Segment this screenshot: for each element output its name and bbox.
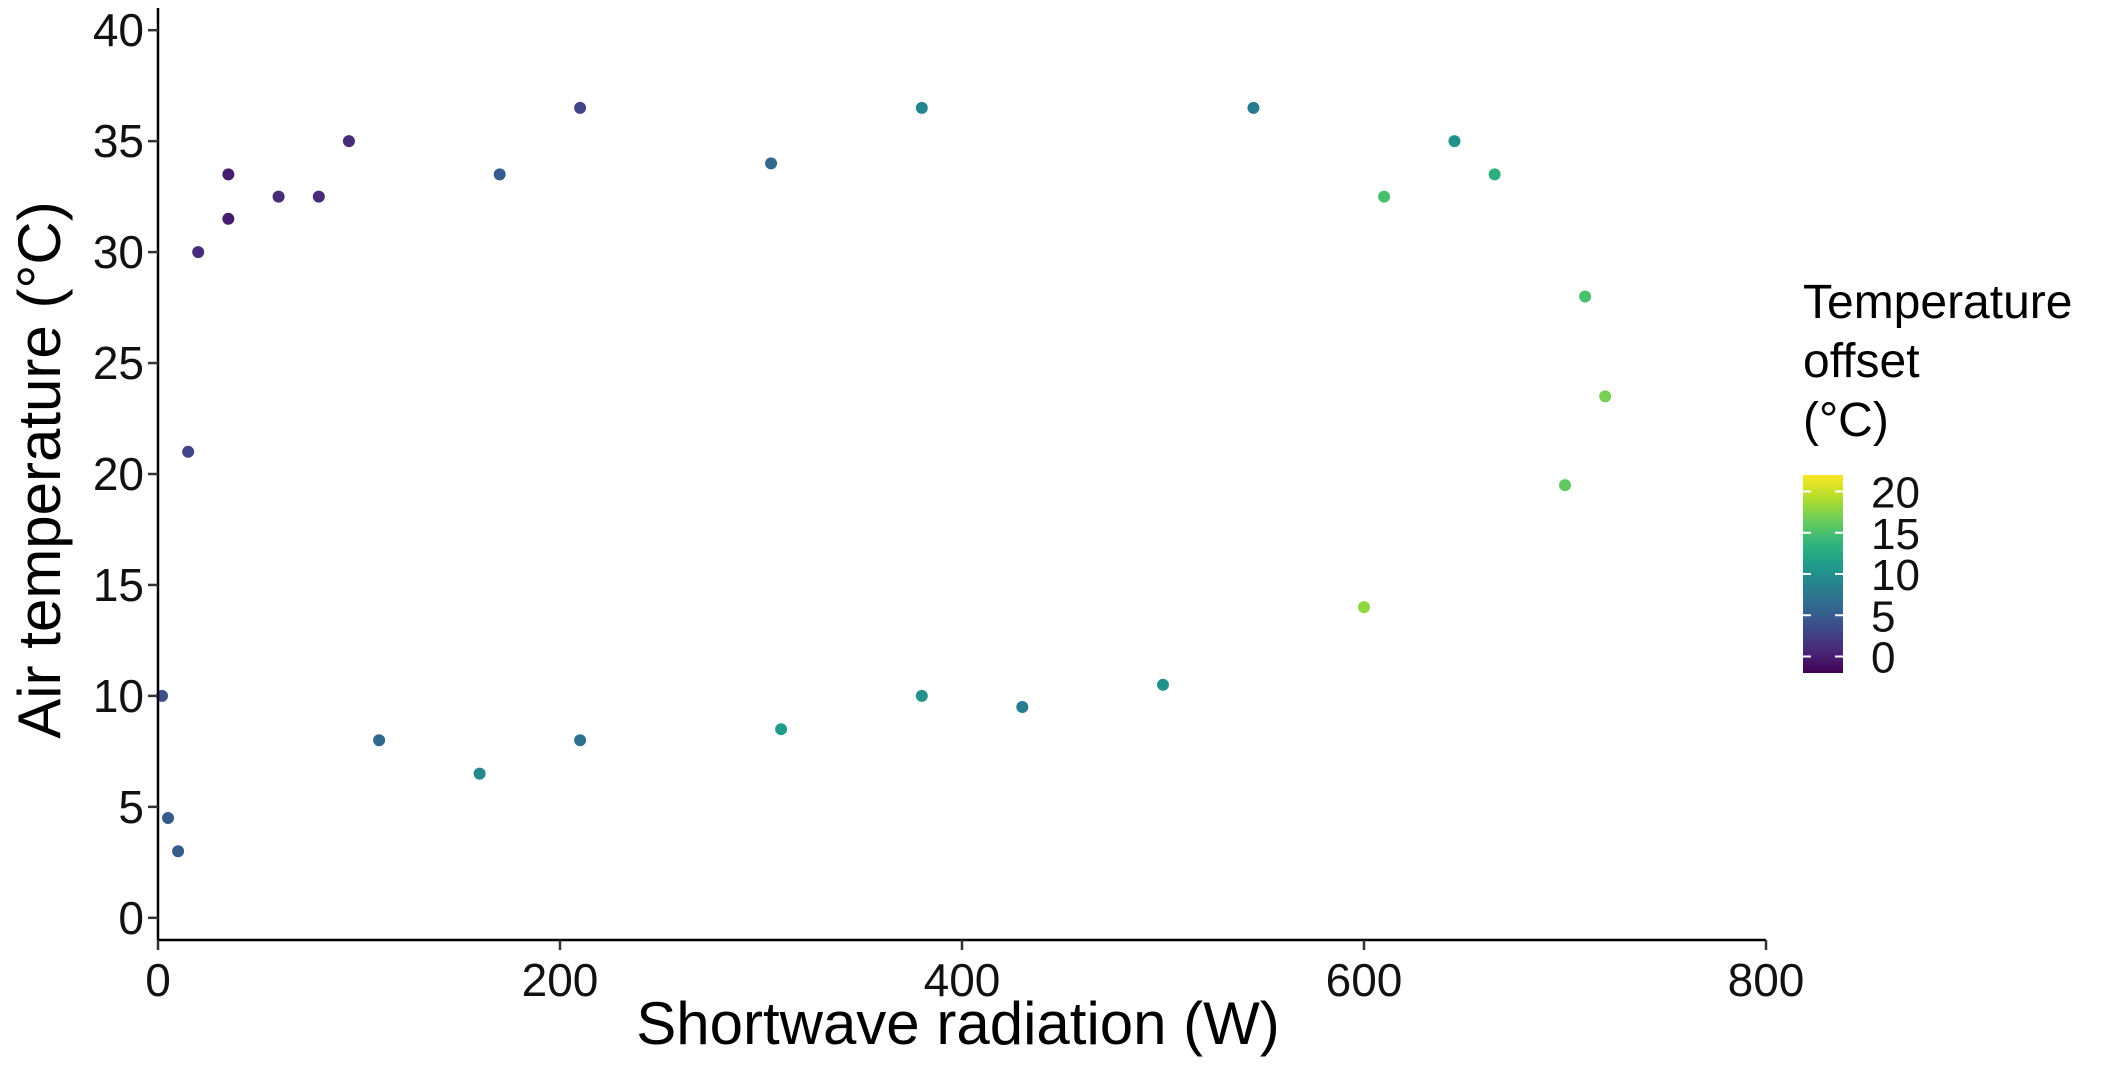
legend-tick-label: 5 (1871, 592, 1895, 641)
data-point (1448, 135, 1461, 148)
legend-title-line-1: Temperature (1803, 276, 2072, 329)
data-points (156, 101, 1612, 858)
legend-tick-label: 10 (1871, 551, 1920, 600)
legend-tick-label: 15 (1871, 510, 1920, 559)
x-tick-label: 200 (522, 954, 599, 1006)
data-point (342, 135, 355, 148)
legend-title-line-3: (°C) (1803, 394, 1889, 447)
data-point (1378, 190, 1391, 203)
data-point (1579, 290, 1592, 303)
data-point (473, 767, 486, 780)
data-point (222, 168, 235, 181)
legend-title-line-2: offset (1803, 335, 1920, 388)
data-point (222, 212, 235, 225)
x-tick-label: 800 (1728, 954, 1805, 1006)
data-point (915, 101, 928, 114)
data-point (1559, 479, 1571, 492)
data-point (775, 723, 788, 736)
data-point (192, 246, 205, 259)
y-tick-label: 0 (118, 892, 144, 944)
data-point (1247, 101, 1260, 114)
data-point (172, 845, 185, 858)
y-tick-label: 25 (93, 337, 144, 389)
x-axis-ticks: 0 200 400 600 800 (145, 940, 1804, 1006)
data-point (574, 101, 587, 114)
data-point (1016, 701, 1029, 713)
data-point (493, 168, 506, 181)
data-point (1488, 168, 1501, 181)
y-tick-label: 40 (93, 4, 144, 56)
data-point (915, 689, 928, 702)
legend-tick-label: 0 (1871, 634, 1895, 683)
data-point (1599, 390, 1612, 403)
data-point (182, 445, 195, 458)
y-tick-label: 30 (93, 226, 144, 278)
y-tick-label: 10 (93, 670, 144, 722)
legend-tick-label: 20 (1871, 469, 1920, 518)
data-point (574, 734, 587, 747)
x-axis-title: Shortwave radiation (W) (636, 990, 1280, 1057)
y-axis-ticks: 0 5 10 15 20 25 30 35 40 (93, 4, 158, 944)
data-point (312, 190, 325, 203)
x-tick-label: 0 (145, 954, 171, 1006)
data-point (272, 190, 285, 203)
data-point (373, 734, 386, 747)
y-tick-label: 35 (93, 115, 144, 167)
y-tick-label: 15 (93, 559, 144, 611)
y-tick-label: 20 (93, 448, 144, 500)
data-point (1358, 601, 1370, 614)
y-axis-title: Air temperature (°C) (6, 201, 73, 738)
x-tick-label: 600 (1326, 954, 1403, 1006)
data-point (1157, 678, 1169, 691)
x-tick-label: 400 (924, 954, 1001, 1006)
data-point (162, 811, 175, 824)
y-tick-label: 5 (118, 781, 144, 833)
data-point (765, 157, 778, 170)
